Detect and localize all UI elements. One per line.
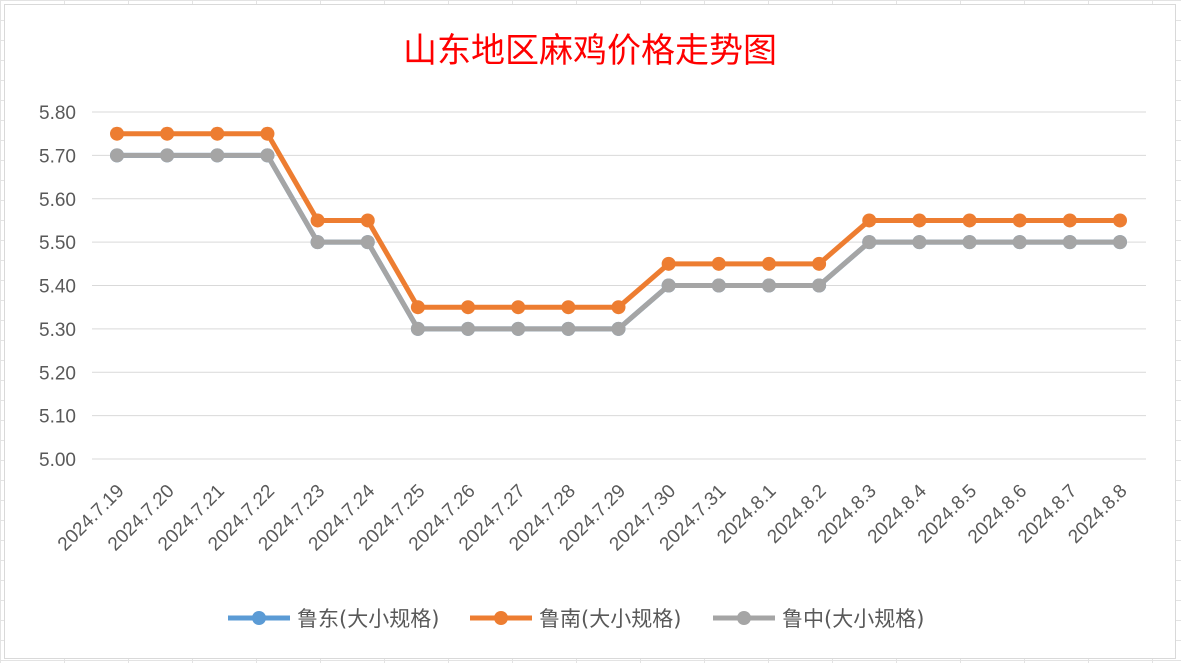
data-point (260, 148, 275, 163)
data-point (461, 300, 476, 315)
data-point (210, 148, 225, 163)
y-tick-label: 5.00 (39, 450, 76, 471)
chart-title: 山东地区麻鸡价格走势图 (403, 31, 777, 71)
data-point (1062, 213, 1077, 228)
data-point (160, 148, 175, 163)
series-1 (110, 126, 1127, 315)
legend-item-0[interactable]: 鲁东(大小规格) (228, 607, 439, 631)
data-point (711, 256, 726, 271)
data-point (661, 278, 676, 293)
data-point (1113, 213, 1127, 228)
data-point (511, 300, 526, 315)
data-point (410, 300, 425, 315)
data-point (260, 126, 275, 141)
legend-label: 鲁中(大小规格) (782, 607, 924, 631)
chart-area[interactable] (4, 4, 1176, 659)
data-point (661, 256, 676, 271)
data-point (912, 213, 927, 228)
legend-label: 鲁东(大小规格) (297, 607, 439, 631)
legend-swatch-marker (737, 611, 751, 625)
y-tick-label: 5.70 (39, 146, 76, 167)
data-point (912, 235, 927, 250)
legend-swatch-marker (494, 611, 508, 625)
y-tick-label: 5.80 (39, 103, 76, 124)
data-point (461, 321, 476, 336)
data-point (812, 278, 827, 293)
data-point (561, 321, 576, 336)
data-point (561, 300, 576, 315)
data-point (812, 256, 827, 271)
data-point (962, 213, 977, 228)
series-group (110, 126, 1127, 336)
legend: 鲁东(大小规格) 鲁南(大小规格) 鲁中(大小规格) (228, 607, 924, 631)
data-point (611, 321, 626, 336)
data-point (611, 300, 626, 315)
legend-item-1[interactable]: 鲁南(大小规格) (470, 607, 681, 631)
legend-item-2[interactable]: 鲁中(大小规格) (713, 607, 924, 631)
data-point (310, 235, 325, 250)
y-axis-ticks: 5.00 5.10 5.20 5.30 5.40 5.50 5.60 5.70 5.80 (39, 103, 76, 471)
x-axis-ticks: 2024.7.192024.7.202024.7.212024.7.222024… (54, 480, 1132, 555)
data-point (310, 213, 325, 228)
data-point (761, 256, 776, 271)
data-point (1113, 235, 1127, 250)
data-point (1012, 213, 1027, 228)
y-tick-label: 5.60 (39, 190, 76, 211)
data-point (110, 126, 124, 141)
data-point (761, 278, 776, 293)
y-tick-label: 5.20 (39, 363, 76, 384)
data-point (862, 213, 877, 228)
y-tick-label: 5.10 (39, 407, 76, 428)
data-point (360, 213, 375, 228)
data-point (1062, 235, 1077, 250)
gridlines (92, 111, 1146, 460)
data-point (110, 148, 124, 163)
data-point (210, 126, 225, 141)
data-point (160, 126, 175, 141)
data-point (862, 235, 877, 250)
legend-label: 鲁南(大小规格) (539, 607, 681, 631)
data-point (511, 321, 526, 336)
data-point (360, 235, 375, 250)
series-2 (110, 148, 1127, 336)
legend-swatch-marker (252, 611, 266, 625)
data-point (962, 235, 977, 250)
data-point (711, 278, 726, 293)
data-point (410, 321, 425, 336)
data-point (1012, 235, 1027, 250)
y-tick-label: 5.30 (39, 320, 76, 341)
y-tick-label: 5.40 (39, 277, 76, 298)
y-tick-label: 5.50 (39, 233, 76, 254)
